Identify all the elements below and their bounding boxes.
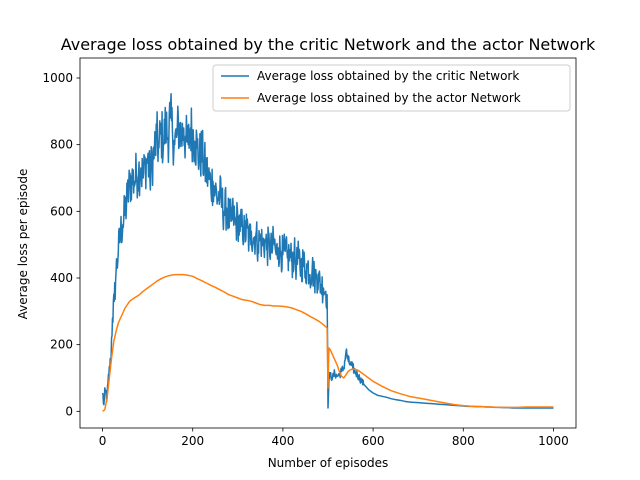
y-axis-label: Average loss per episode bbox=[16, 169, 30, 320]
axes-frame bbox=[79, 57, 577, 429]
legend-entry-1: Average loss obtained by the critic Netw… bbox=[257, 69, 519, 83]
series-line-1 bbox=[101, 93, 554, 409]
y-tick-label: 200 bbox=[50, 338, 73, 352]
y-tick-label: 400 bbox=[50, 271, 73, 285]
x-tick-label: 1000 bbox=[538, 434, 569, 448]
x-tick-label: 800 bbox=[452, 434, 475, 448]
legend-box bbox=[212, 64, 571, 112]
x-axis-label: Number of episodes bbox=[268, 456, 389, 470]
plot-area bbox=[101, 93, 554, 412]
y-tick-label: 1000 bbox=[42, 71, 73, 85]
series-lines bbox=[101, 93, 554, 412]
legend: Average loss obtained by the critic Netw… bbox=[212, 64, 571, 112]
x-tick-label: 0 bbox=[99, 434, 107, 448]
series-line-2 bbox=[102, 273, 554, 412]
y-tick-label: 0 bbox=[65, 404, 73, 418]
x-tick-label: 600 bbox=[362, 434, 385, 448]
x-tick-label: 400 bbox=[271, 434, 294, 448]
legend-entry-2: Average loss obtained by the actor Netwo… bbox=[257, 91, 521, 105]
chart-title: Average loss obtained by the critic Netw… bbox=[61, 35, 596, 54]
axes: 0 200 400 600 800 1000 0 200 400 600 800 1000 bbox=[42, 57, 577, 448]
x-tick-label: 200 bbox=[181, 434, 204, 448]
y-tick-label: 600 bbox=[50, 204, 73, 218]
y-tick-label: 800 bbox=[50, 138, 73, 152]
